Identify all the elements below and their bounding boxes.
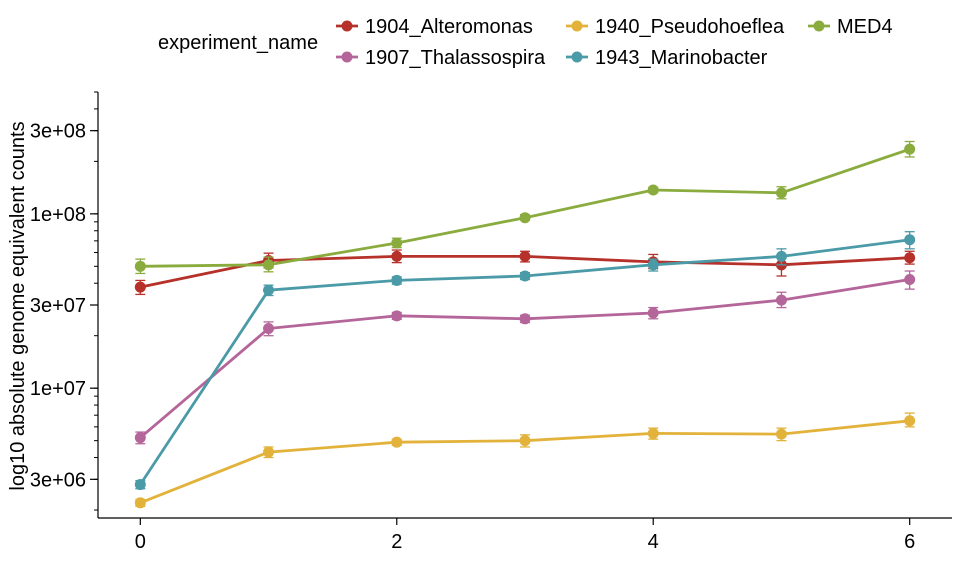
legend-label: 1904_Alteromonas	[365, 16, 533, 38]
axes: 3e+06 1e+07 3e+07 1e+08 3e+08 0 2 4 6	[30, 91, 952, 553]
data-point	[775, 187, 787, 199]
data-point	[904, 252, 916, 264]
data-point	[904, 234, 916, 246]
legend-key-point	[571, 20, 583, 32]
legend-item: 1940_Pseudohoeflea	[566, 16, 785, 38]
series-1940_Pseudohoeflea	[134, 412, 916, 509]
legend-label: MED4	[837, 16, 893, 38]
data-point	[391, 250, 403, 262]
data-point	[904, 274, 916, 286]
data-point	[263, 259, 275, 271]
data-point	[263, 322, 275, 334]
legend-label: 1907_Thalassospira	[365, 47, 546, 69]
data-point	[391, 310, 403, 322]
legend-key-point	[341, 51, 353, 63]
data-point	[647, 307, 659, 319]
data-point	[263, 284, 275, 296]
y-tick-label: 3e+08	[30, 121, 86, 143]
series-1943_Marinobacter	[134, 231, 916, 491]
legend-title: experiment_name	[158, 32, 318, 54]
data-point	[647, 259, 659, 271]
data-point	[134, 281, 146, 293]
y-tick-label: 3e+06	[30, 469, 86, 491]
data-point	[263, 446, 275, 458]
y-axis-label: log10 absolute genome equivalent counts	[7, 121, 29, 490]
series-line	[140, 147, 911, 268]
data-point	[904, 143, 916, 155]
y-tick-label: 1e+08	[30, 204, 86, 226]
x-tick-label: 0	[135, 531, 146, 553]
data-point	[391, 436, 403, 448]
data-point	[647, 184, 659, 196]
legend-item: 1904_Alteromonas	[336, 16, 533, 38]
series-line	[139, 278, 910, 439]
legend-item: MED4	[808, 16, 893, 38]
x-tick-label: 4	[648, 531, 659, 553]
y-tick-label: 1e+07	[30, 378, 86, 400]
data-point	[519, 212, 531, 224]
series-MED4	[134, 140, 916, 275]
legend-label: 1940_Pseudohoeflea	[595, 16, 785, 38]
data-point	[519, 250, 531, 262]
y-tick-label: 3e+07	[30, 295, 86, 317]
data-point	[775, 250, 787, 262]
data-point	[775, 428, 787, 440]
legend-key-point	[571, 51, 583, 63]
series-1907_Thalassospira	[134, 270, 916, 445]
data-point	[134, 432, 146, 444]
data-point	[647, 427, 659, 439]
legend-key-point	[813, 20, 825, 32]
series-line	[139, 419, 910, 505]
legend-label: 1943_Marinobacter	[595, 47, 768, 69]
data-point	[519, 435, 531, 447]
data-point	[134, 479, 146, 491]
data-point	[775, 294, 787, 306]
legend-item: 1907_Thalassospira	[336, 47, 546, 69]
data-point	[904, 415, 916, 427]
data-point	[134, 497, 146, 509]
data-point	[391, 237, 403, 249]
data-point	[519, 270, 531, 282]
data-point	[519, 313, 531, 325]
plot-area	[134, 140, 916, 509]
legend: experiment_name 1904_Alteromonas 1907_Tha…	[158, 16, 893, 69]
data-point	[391, 274, 403, 286]
legend-item: 1943_Marinobacter	[566, 47, 768, 69]
legend-key-point	[341, 20, 353, 32]
data-point	[134, 260, 146, 272]
x-tick-label: 6	[904, 531, 915, 553]
x-tick-label: 2	[391, 531, 402, 553]
